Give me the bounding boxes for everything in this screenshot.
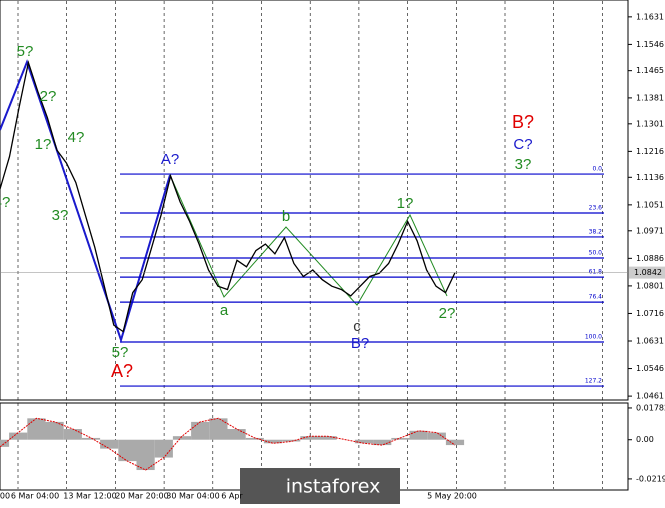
histogram-bar <box>391 437 410 440</box>
y-tick-label: 1.0716 <box>636 309 664 318</box>
wave-label: C? <box>513 136 532 153</box>
histogram-bar <box>9 432 28 440</box>
fib-label: 127.2 <box>585 378 602 385</box>
y-tick-label: 1.1546 <box>636 40 664 49</box>
y-tick-label: 1.1465 <box>636 66 664 75</box>
y-tick-label: 1.0631 <box>636 337 664 346</box>
y-tick-label: 1.1301 <box>636 119 664 128</box>
fib-label: 50.0 <box>589 250 603 257</box>
wave-label: 2? <box>439 305 456 322</box>
current-price: 1.0842 <box>634 268 662 277</box>
histogram-bar <box>263 439 283 444</box>
logo: instaforex <box>286 476 381 498</box>
wave-label: a <box>220 302 229 319</box>
current-price-box <box>629 266 665 279</box>
histogram-bar <box>427 432 446 440</box>
x-tick-label: 20 Mar 20:00 <box>115 492 168 501</box>
fib-label: 23.6 <box>589 204 603 211</box>
wave-label: b <box>282 208 290 225</box>
logo-box <box>240 468 400 504</box>
fib-label: 0.0 <box>592 166 602 173</box>
histogram-bar <box>445 439 465 446</box>
wave-label: B? <box>351 335 369 352</box>
y-tick-label: 1.0801 <box>636 281 664 290</box>
x-tick-label: 6 Apr <box>221 492 243 501</box>
histogram-bar <box>191 421 210 440</box>
y-tick-label: 1.1381 <box>636 93 664 102</box>
histogram-bar <box>154 439 173 458</box>
y-tick-label: 1.1631 <box>636 12 664 21</box>
y-tick-label: 0.01782 <box>636 403 665 412</box>
histogram-bar <box>100 439 119 449</box>
wave-label: c <box>353 318 361 335</box>
histogram-bar <box>45 421 64 440</box>
x-tick-label: 6 Mar 04:00 <box>11 492 59 501</box>
signal-line <box>0 417 456 471</box>
wave-label: A? <box>111 361 133 381</box>
histogram-bar <box>0 439 10 447</box>
histogram-bar <box>172 436 192 440</box>
x-tick-label: 5 May 20:00 <box>427 492 477 501</box>
fib-label: 61.8 <box>589 269 603 276</box>
histogram-bar <box>245 437 264 440</box>
main-panel <box>0 0 629 401</box>
wave-label: B? <box>512 112 534 132</box>
wave-label: 4? <box>0 194 10 211</box>
histogram-bar <box>118 439 137 462</box>
histogram-bar <box>227 429 246 440</box>
fib-label: 76.4 <box>589 294 603 301</box>
x-tick-label: 30 Mar 04:00 <box>166 492 219 501</box>
y-tick-label: -0.02198 <box>636 474 665 483</box>
y-tick-label: 1.0886 <box>636 254 664 263</box>
y-tick-label: 1.1136 <box>636 173 664 182</box>
wave-label: 1? <box>35 136 52 153</box>
fib-label: 100.0 <box>585 333 602 340</box>
histogram-bar <box>27 418 46 440</box>
x-tick-label: 00 <box>0 492 10 501</box>
histogram-bar <box>373 439 392 446</box>
wave-label: 3? <box>515 156 532 173</box>
wave-label: 5? <box>112 344 129 361</box>
histogram-bar <box>209 418 228 440</box>
y-tick-label: 1.0546 <box>636 364 664 373</box>
wave-label: A? <box>161 151 179 168</box>
histogram-bar <box>409 430 428 440</box>
histogram-bar <box>136 439 155 471</box>
fib-label: 38.2 <box>589 228 603 235</box>
wave-label: 4? <box>68 129 85 146</box>
y-tick-label: 0.00 <box>636 435 654 444</box>
histogram-bar <box>318 436 337 440</box>
histogram-bar <box>300 436 319 440</box>
y-tick-label: 1.0971 <box>636 226 664 235</box>
wave-label: 5? <box>17 43 34 60</box>
y-tick-label: 1.1216 <box>636 147 664 156</box>
histogram-bar <box>282 439 301 442</box>
wave-label: 3? <box>52 207 69 224</box>
histogram-bar <box>81 437 101 440</box>
wave-label: 2? <box>40 88 57 105</box>
histogram-bar <box>354 439 374 444</box>
wave-label: 1? <box>397 195 414 212</box>
y-tick-label: 1.0461 <box>636 392 664 401</box>
x-tick-label: 13 Mar 12:00 <box>63 492 116 501</box>
price-line <box>0 60 456 333</box>
histogram-bar <box>63 429 82 440</box>
y-tick-label: 1.1051 <box>636 200 664 209</box>
